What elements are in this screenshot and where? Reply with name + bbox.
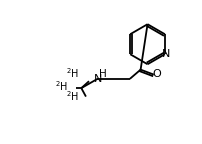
Text: O: O <box>152 69 160 79</box>
Text: N: N <box>94 74 102 84</box>
Text: N: N <box>161 49 169 59</box>
Text: $^{2}$H: $^{2}$H <box>66 90 79 104</box>
Text: H: H <box>99 69 106 79</box>
Text: $^{2}$H: $^{2}$H <box>65 67 78 80</box>
Text: $^{2}$H: $^{2}$H <box>55 80 67 93</box>
